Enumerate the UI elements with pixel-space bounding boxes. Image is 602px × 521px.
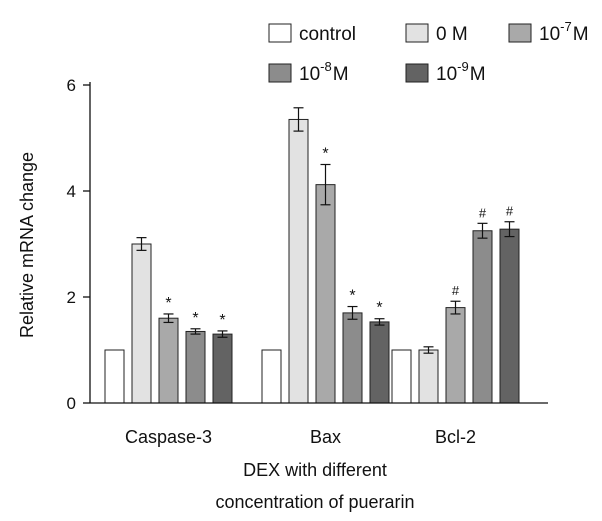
- legend-label-main: 10: [299, 64, 320, 85]
- bar: [419, 350, 438, 403]
- significance-asterisk: *: [349, 288, 355, 305]
- bar: [262, 350, 281, 403]
- y-tick-label: 4: [67, 182, 76, 201]
- legend-label-exponent: -8: [320, 59, 332, 74]
- bar-group-bcl-2: # # #: [392, 204, 519, 403]
- legend-swatch: [406, 24, 428, 42]
- bar: [105, 350, 124, 403]
- bar-group-bax: * * *: [262, 108, 389, 403]
- y-tick-label: 6: [67, 76, 76, 95]
- legend-item: 10-7M: [509, 19, 589, 45]
- x-axis-title-line-2: concentration of puerarin: [215, 492, 414, 512]
- legend-label-exponent: -9: [457, 59, 469, 74]
- legend-swatch: [269, 64, 291, 82]
- bar: [289, 119, 308, 403]
- x-axis: Caspase-3 Bax Bcl-2: [90, 403, 548, 447]
- legend-item: 0 M: [406, 24, 468, 45]
- legend-label-unit: M: [573, 24, 589, 45]
- legend-label-main: 0 M: [436, 24, 468, 45]
- legend-label: 10-9M: [436, 59, 486, 85]
- x-tick-label: Caspase-3: [125, 427, 212, 447]
- bar: [392, 350, 411, 403]
- legend-label-unit: M: [470, 64, 486, 85]
- x-tick-label: Bcl-2: [435, 427, 476, 447]
- bar-group-caspase-3: * * *: [105, 238, 232, 403]
- significance-asterisk: *: [219, 312, 225, 329]
- significance-asterisk: *: [376, 300, 382, 317]
- bar: [500, 229, 519, 403]
- bar: [159, 318, 178, 403]
- significance-hash: #: [479, 205, 487, 220]
- significance-asterisk: *: [322, 146, 328, 163]
- bar: [316, 185, 335, 403]
- significance-hash: #: [506, 204, 514, 219]
- legend-label: 0 M: [436, 24, 468, 45]
- bar: [213, 334, 232, 403]
- legend-label: 10-8M: [299, 59, 349, 85]
- legend-swatch: [406, 64, 428, 82]
- legend-label-main: 10: [539, 24, 560, 45]
- significance-asterisk: *: [165, 295, 171, 312]
- y-axis-title: Relative mRNA change: [17, 152, 37, 338]
- legend-label: 10-7M: [539, 19, 589, 45]
- significance-hash: #: [452, 283, 460, 298]
- legend-label-unit: M: [333, 64, 349, 85]
- x-tick-label: Bax: [310, 427, 341, 447]
- bar: [132, 244, 151, 403]
- y-tick-label: 0: [67, 394, 76, 413]
- legend-item: 10-9M: [406, 59, 486, 85]
- x-axis-title-line-1: DEX with different: [243, 460, 387, 480]
- y-axis: 0 2 4 6: [67, 76, 90, 413]
- bar: [186, 331, 205, 403]
- legend-label-exponent: -7: [560, 19, 572, 34]
- legend-label: control: [299, 24, 356, 45]
- bar: [370, 322, 389, 403]
- y-tick-label: 2: [67, 288, 76, 307]
- significance-asterisk: *: [192, 310, 198, 327]
- bar: [446, 308, 465, 403]
- legend-label-main: control: [299, 24, 356, 45]
- legend-label-main: 10: [436, 64, 457, 85]
- legend-swatch: [509, 24, 531, 42]
- bars: * * * * * * # # #: [105, 108, 519, 403]
- legend-swatch: [269, 24, 291, 42]
- bar: [343, 313, 362, 403]
- legend-item: 10-8M: [269, 59, 349, 85]
- bar: [473, 231, 492, 403]
- legend-item: control: [269, 24, 356, 45]
